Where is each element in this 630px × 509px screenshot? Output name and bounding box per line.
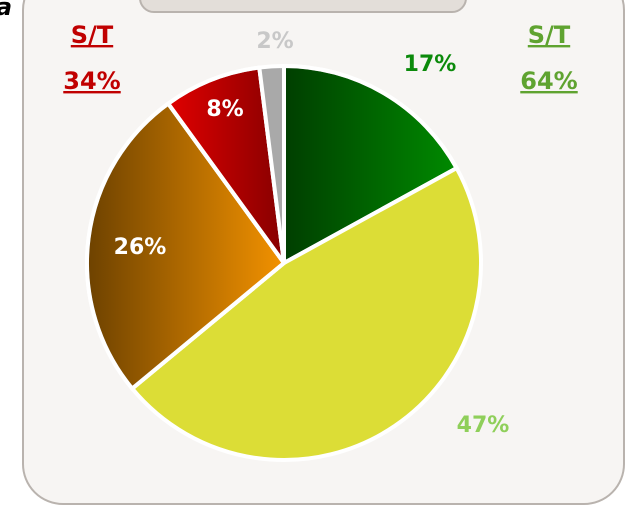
pie-slice <box>129 165 483 462</box>
data-label: 8% <box>206 97 243 122</box>
annotation: 34% <box>63 67 120 95</box>
slice-shade <box>85 100 287 392</box>
pie-slice <box>257 63 286 264</box>
data-label: 47% <box>457 413 510 438</box>
corner-label: a <box>0 0 12 21</box>
slice-shade <box>282 63 460 267</box>
pie <box>85 63 483 462</box>
annotation: S/T <box>528 21 571 49</box>
data-label: 26% <box>114 235 167 260</box>
annotation: 64% <box>520 67 577 95</box>
annotation: S/T <box>71 21 114 49</box>
data-label: 17% <box>404 52 457 77</box>
tab <box>139 0 467 13</box>
data-label: 2% <box>256 29 293 54</box>
